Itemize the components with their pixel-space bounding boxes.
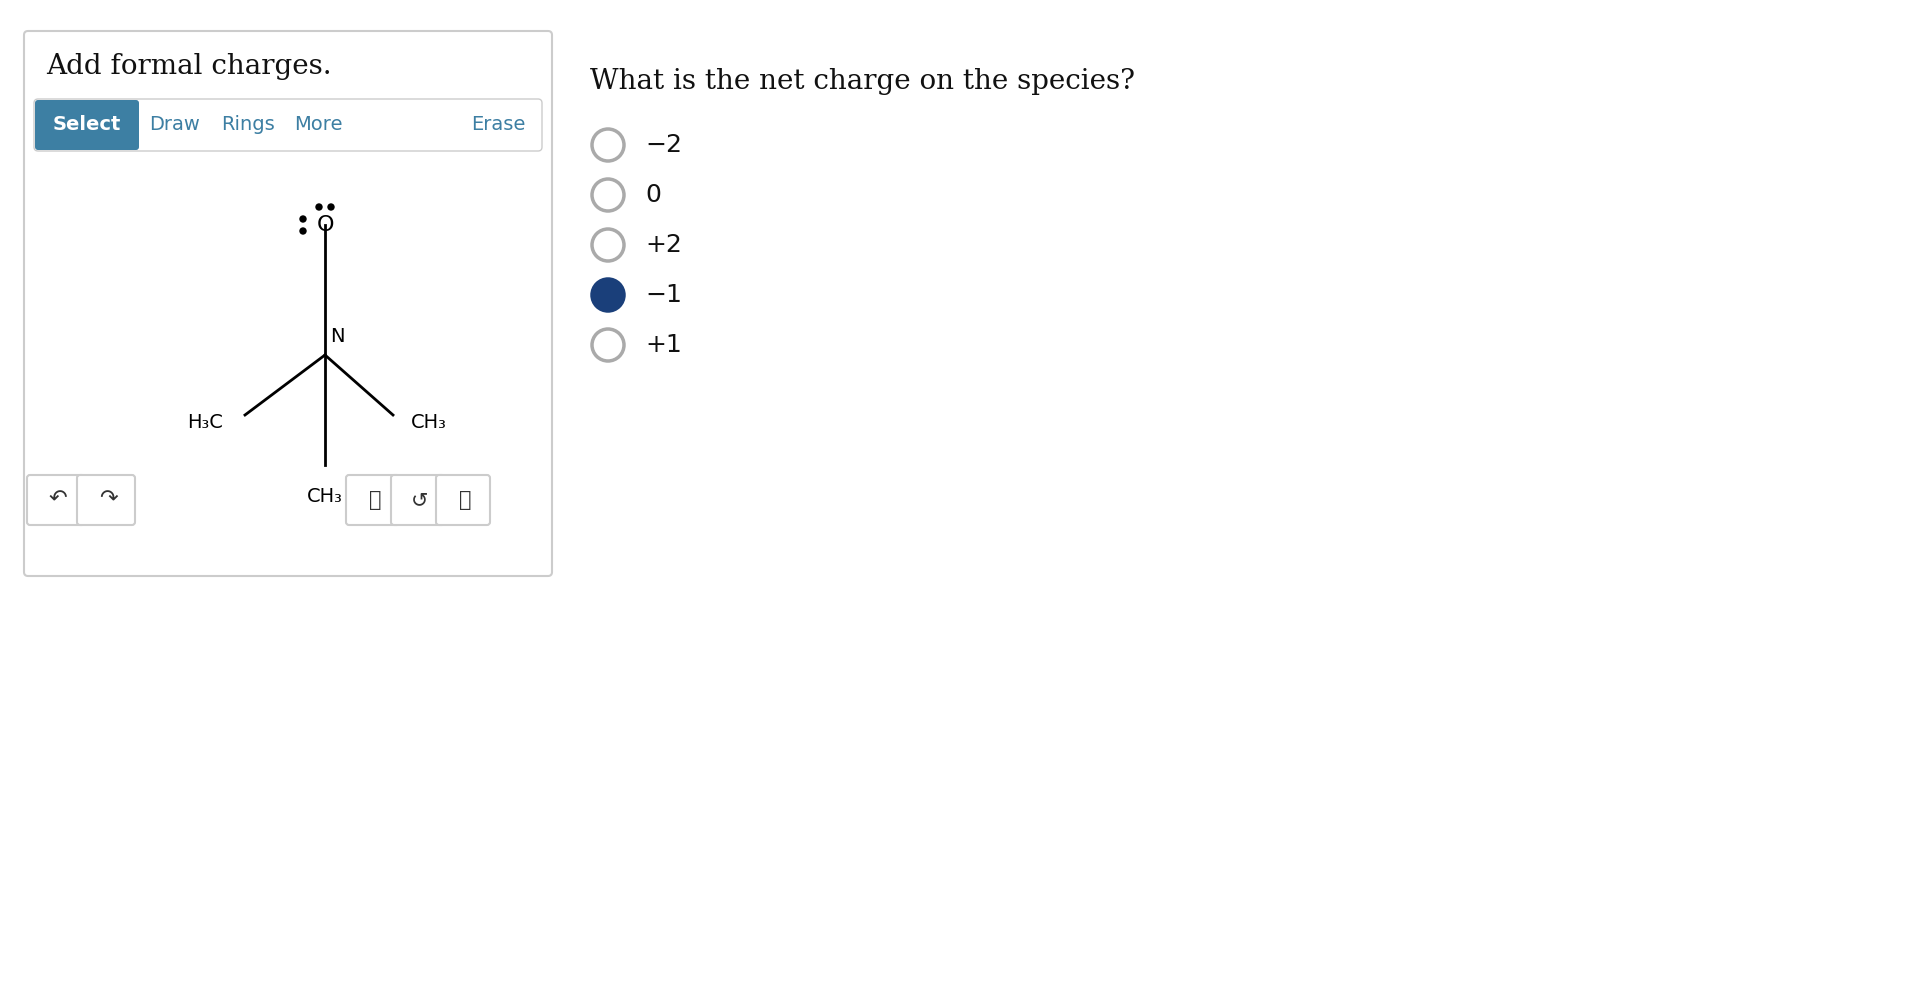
Text: CH₃: CH₃ [306,487,343,506]
Circle shape [316,204,322,210]
Circle shape [327,204,333,210]
Text: +2: +2 [645,233,682,257]
Text: Erase: Erase [470,115,526,134]
Text: ↷: ↷ [98,490,117,510]
Text: Draw: Draw [150,115,200,134]
Text: What is the net charge on the species?: What is the net charge on the species? [589,68,1134,95]
Text: More: More [295,115,343,134]
Text: +1: +1 [645,333,682,357]
FancyBboxPatch shape [435,475,489,525]
FancyBboxPatch shape [27,475,85,525]
Text: −2: −2 [645,133,682,157]
Circle shape [300,228,306,234]
Text: 🔍: 🔍 [368,490,381,510]
FancyBboxPatch shape [23,31,553,576]
Text: Add formal charges.: Add formal charges. [46,53,331,80]
FancyBboxPatch shape [77,475,135,525]
FancyBboxPatch shape [35,99,541,151]
Text: Select: Select [52,115,121,134]
Text: H₃C: H₃C [187,414,223,432]
Circle shape [300,216,306,222]
Text: 🔍: 🔍 [458,490,472,510]
Text: ↶: ↶ [48,490,67,510]
FancyBboxPatch shape [391,475,445,525]
Circle shape [591,279,624,311]
Text: O: O [316,215,333,235]
FancyBboxPatch shape [35,100,139,150]
Text: 0: 0 [645,183,661,207]
Text: −1: −1 [645,283,682,307]
Text: CH₃: CH₃ [410,414,447,432]
Text: ↺: ↺ [412,490,429,510]
Text: Rings: Rings [221,115,275,134]
Text: N: N [329,328,345,347]
FancyBboxPatch shape [347,475,401,525]
